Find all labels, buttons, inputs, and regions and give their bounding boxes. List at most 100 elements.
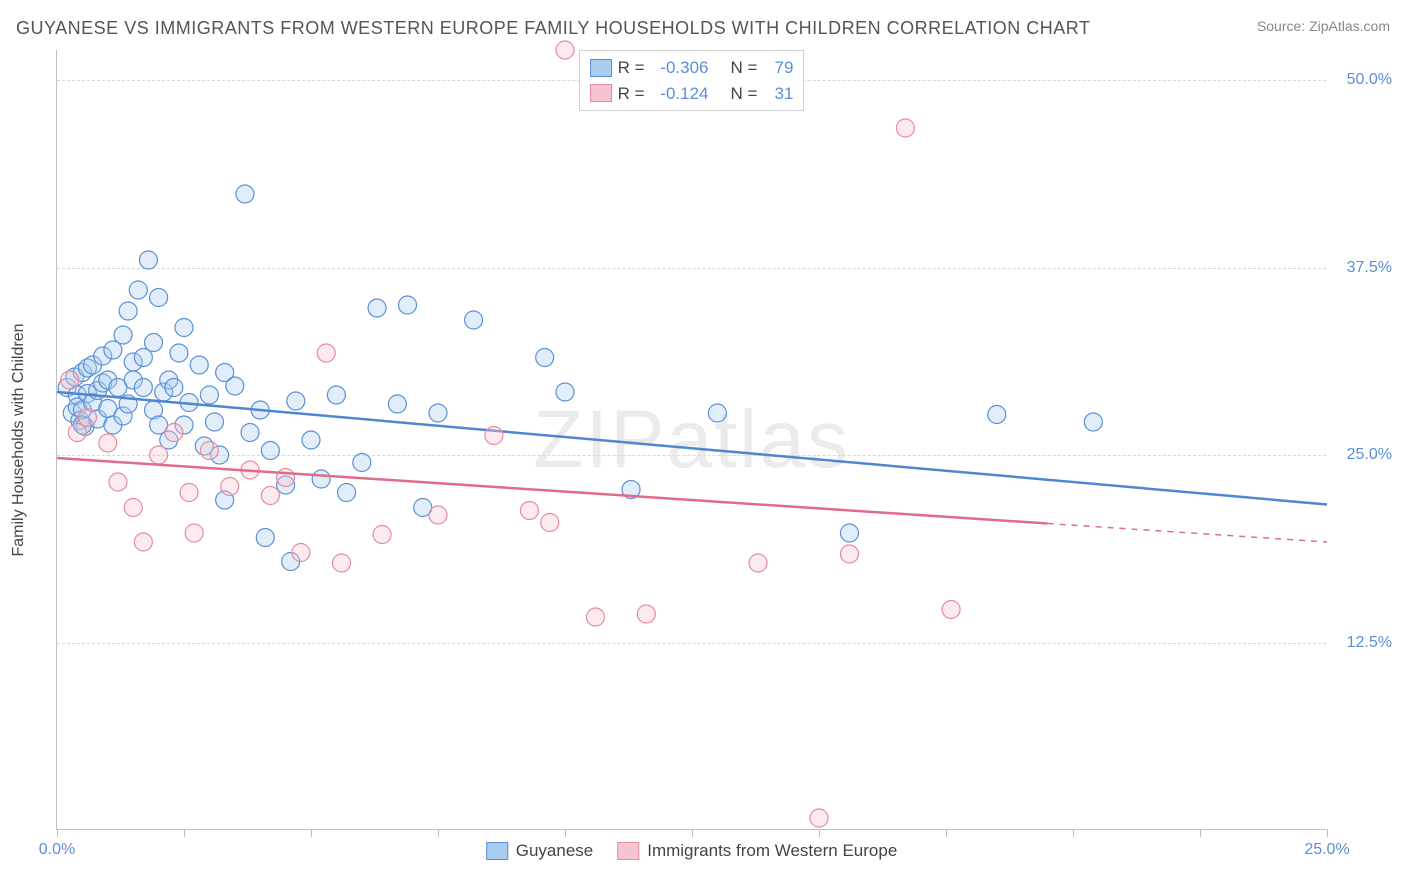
scatter-point bbox=[165, 424, 183, 442]
scatter-point bbox=[119, 302, 137, 320]
scatter-point bbox=[261, 487, 279, 505]
scatter-point bbox=[465, 311, 483, 329]
scatter-point bbox=[302, 431, 320, 449]
legend-R-label: R = bbox=[618, 81, 645, 107]
legend-swatch bbox=[590, 59, 612, 77]
scatter-point bbox=[292, 544, 310, 562]
x-tick bbox=[1073, 829, 1074, 837]
scatter-point bbox=[988, 406, 1006, 424]
legend-R-value: -0.306 bbox=[651, 55, 709, 81]
scatter-point bbox=[109, 473, 127, 491]
x-tick bbox=[692, 829, 693, 837]
scatter-point bbox=[749, 554, 767, 572]
scatter-point bbox=[485, 427, 503, 445]
scatter-point bbox=[241, 424, 259, 442]
legend-N-value: 31 bbox=[763, 81, 793, 107]
scatter-point bbox=[78, 409, 96, 427]
legend-series-item: Guyanese bbox=[486, 841, 594, 861]
scatter-point bbox=[185, 524, 203, 542]
legend-R-value: -0.124 bbox=[651, 81, 709, 107]
scatter-point bbox=[139, 251, 157, 269]
scatter-point bbox=[708, 404, 726, 422]
x-tick bbox=[1200, 829, 1201, 837]
legend-N-label: N = bbox=[731, 81, 758, 107]
scatter-point bbox=[840, 545, 858, 563]
legend-correlation-box: R =-0.306 N =79 R =-0.124 N =31 bbox=[579, 50, 805, 111]
y-tick-label: 12.5% bbox=[1332, 634, 1392, 652]
scatter-point bbox=[236, 185, 254, 203]
legend-N-value: 79 bbox=[763, 55, 793, 81]
scatter-point bbox=[353, 454, 371, 472]
y-axis-label: Family Households with Children bbox=[10, 324, 28, 557]
x-tick bbox=[311, 829, 312, 837]
legend-swatch bbox=[617, 842, 639, 860]
x-tick bbox=[57, 829, 58, 837]
scatter-point bbox=[368, 299, 386, 317]
scatter-point bbox=[221, 478, 239, 496]
scatter-point bbox=[165, 379, 183, 397]
scatter-point bbox=[124, 499, 142, 517]
scatter-point bbox=[317, 344, 335, 362]
source-label: Source: ZipAtlas.com bbox=[1257, 18, 1390, 34]
trend-line-extrapolated bbox=[1048, 524, 1327, 542]
scatter-point bbox=[637, 605, 655, 623]
legend-correlation-row: R =-0.124 N =31 bbox=[590, 81, 794, 107]
scatter-point bbox=[61, 371, 79, 389]
plot-area: ZIPatlas 12.5%25.0%37.5%50.0% 0.0%25.0% … bbox=[56, 50, 1326, 830]
x-tick bbox=[184, 829, 185, 837]
scatter-point bbox=[150, 289, 168, 307]
scatter-point bbox=[556, 383, 574, 401]
legend-series-label: Immigrants from Western Europe bbox=[647, 841, 897, 861]
legend-series-label: Guyanese bbox=[516, 841, 594, 861]
scatter-point bbox=[200, 442, 218, 460]
scatter-point bbox=[175, 319, 193, 337]
scatter-point bbox=[332, 554, 350, 572]
x-tick bbox=[438, 829, 439, 837]
scatter-point bbox=[190, 356, 208, 374]
legend-series-item: Immigrants from Western Europe bbox=[617, 841, 897, 861]
legend-swatch bbox=[590, 84, 612, 102]
scatter-point bbox=[312, 470, 330, 488]
scatter-point bbox=[338, 484, 356, 502]
scatter-point bbox=[942, 601, 960, 619]
scatter-point bbox=[226, 377, 244, 395]
legend-R-label: R = bbox=[618, 55, 645, 81]
scatter-point bbox=[810, 809, 828, 827]
scatter-point bbox=[327, 386, 345, 404]
scatter-point bbox=[556, 41, 574, 59]
scatter-point bbox=[586, 608, 604, 626]
scatter-point bbox=[150, 446, 168, 464]
scatter-point bbox=[541, 514, 559, 532]
scatter-point bbox=[429, 506, 447, 524]
scatter-point bbox=[129, 281, 147, 299]
scatter-point bbox=[261, 442, 279, 460]
scatter-point bbox=[200, 386, 218, 404]
x-tick bbox=[946, 829, 947, 837]
scatter-point bbox=[99, 434, 117, 452]
scatter-point bbox=[205, 413, 223, 431]
scatter-point bbox=[256, 529, 274, 547]
x-tick-label: 0.0% bbox=[39, 841, 75, 859]
scatter-point bbox=[373, 526, 391, 544]
legend-correlation-row: R =-0.306 N =79 bbox=[590, 55, 794, 81]
y-tick-label: 37.5% bbox=[1332, 259, 1392, 277]
x-tick bbox=[1327, 829, 1328, 837]
chart-title: GUYANESE VS IMMIGRANTS FROM WESTERN EURO… bbox=[16, 18, 1090, 39]
scatter-point bbox=[114, 326, 132, 344]
scatter-point bbox=[134, 533, 152, 551]
x-tick-label: 25.0% bbox=[1304, 841, 1349, 859]
x-tick bbox=[819, 829, 820, 837]
scatter-point bbox=[287, 392, 305, 410]
scatter-point bbox=[399, 296, 417, 314]
x-tick bbox=[565, 829, 566, 837]
scatter-point bbox=[180, 484, 198, 502]
y-tick-label: 50.0% bbox=[1332, 71, 1392, 89]
scatter-point bbox=[536, 349, 554, 367]
scatter-point bbox=[277, 469, 295, 487]
scatter-point bbox=[520, 502, 538, 520]
scatter-point bbox=[429, 404, 447, 422]
legend-swatch bbox=[486, 842, 508, 860]
scatter-point bbox=[1084, 413, 1102, 431]
legend-N-label: N = bbox=[731, 55, 758, 81]
scatter-point bbox=[388, 395, 406, 413]
